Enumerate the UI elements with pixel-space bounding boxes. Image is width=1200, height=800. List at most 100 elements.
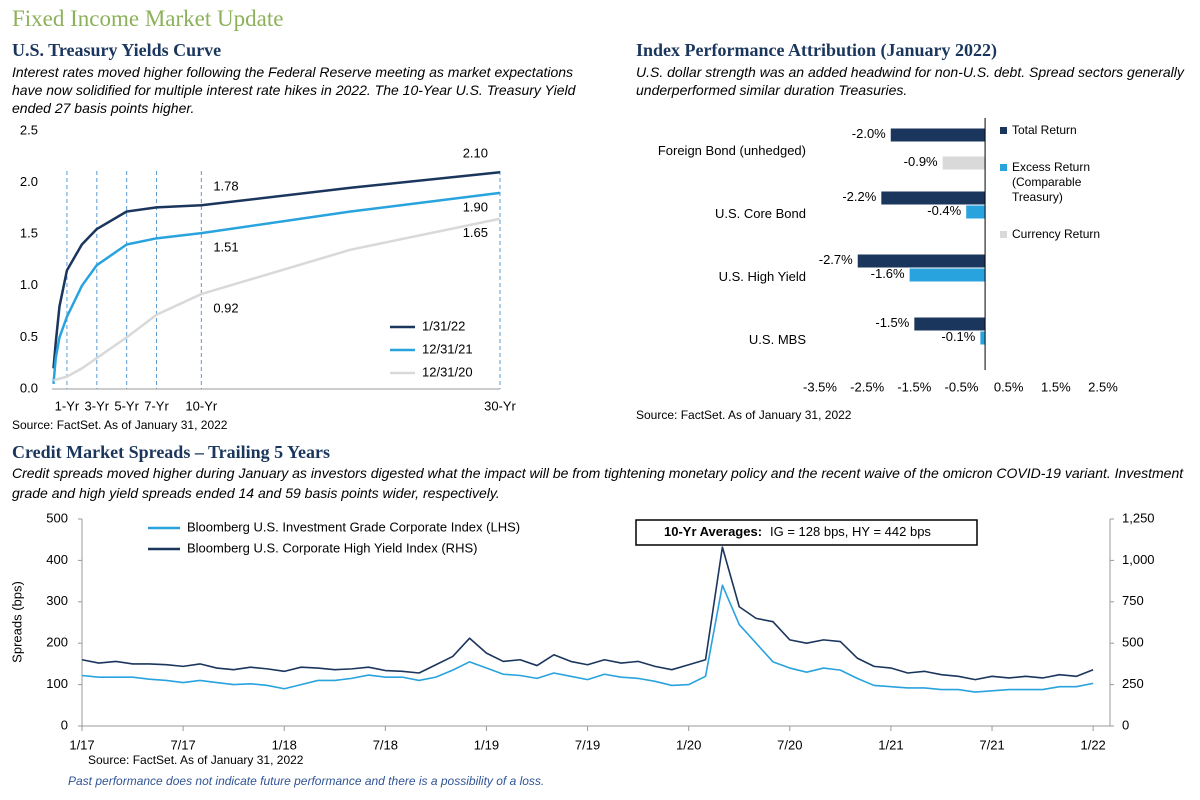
- y-tick-label: 2.0: [20, 174, 38, 189]
- legend-swatch: [1000, 164, 1007, 171]
- chart-subtitle: Credit spreads moved higher during Janua…: [12, 465, 1184, 501]
- y-tick-label: 200: [46, 635, 68, 650]
- chart-source: Source: FactSet. As of January 31, 2022: [88, 753, 304, 767]
- y2-tick-label: 750: [1122, 593, 1144, 608]
- x-tick-label: 7/21: [979, 737, 1004, 752]
- legend-label: 12/31/21: [422, 341, 473, 356]
- data-label: -0.9%: [904, 154, 938, 169]
- x-tick-label: 3-Yr: [85, 398, 110, 413]
- data-label: -2.2%: [842, 189, 876, 204]
- x-tick-label: 1-Yr: [55, 398, 80, 413]
- legend: Total Return Excess Return (Comparable Tr…: [1000, 123, 1122, 264]
- annotation-box: [635, 519, 978, 546]
- y-tick-label: 0.0: [20, 380, 38, 395]
- series-line: [81, 546, 1094, 681]
- bar: [857, 254, 986, 268]
- legend-label: 1/31/22: [422, 318, 465, 333]
- chart-title: Index Performance Attribution (January 2…: [636, 40, 997, 60]
- x-tick-label: 1/22: [1080, 737, 1105, 752]
- data-label: 1.78: [213, 179, 238, 194]
- data-label: -1.5%: [875, 315, 909, 330]
- y2-tick-label: 250: [1122, 676, 1144, 691]
- category-label: U.S. High Yield: [719, 269, 806, 284]
- data-label: 1.65: [463, 225, 488, 240]
- data-label: 2.10: [463, 146, 488, 161]
- data-label: -2.0%: [852, 126, 886, 141]
- series-line: [52, 217, 501, 382]
- x-tick-label: 7/18: [373, 737, 398, 752]
- legend-item: Currency Return: [1000, 227, 1122, 242]
- legend-item: Excess Return (Comparable Treasury): [1000, 160, 1122, 205]
- x-tick-label: -3.5%: [803, 379, 837, 394]
- chart-title: Credit Market Spreads – Trailing 5 Years: [12, 442, 330, 462]
- series-line: [81, 584, 1094, 693]
- legend-item: Total Return: [1000, 123, 1122, 138]
- chart-subtitle: Interest rates moved higher following th…: [12, 64, 576, 116]
- bar: [942, 156, 986, 170]
- legend-label: Bloomberg U.S. Corporate High Yield Inde…: [187, 540, 477, 555]
- y2-tick-label: 500: [1122, 635, 1144, 650]
- x-tick-label: 7/17: [170, 737, 195, 752]
- y-tick-label: 1.5: [20, 226, 38, 241]
- legend-swatch: [1000, 231, 1007, 238]
- data-label: -0.4%: [927, 203, 961, 218]
- legend-label: Excess Return (Comparable Treasury): [1012, 160, 1091, 204]
- footnote: Past performance does not indicate futur…: [68, 774, 545, 788]
- data-label: 1.90: [463, 199, 488, 214]
- y-axis-label: Spreads (bps): [9, 581, 24, 663]
- y-tick-label: 0: [61, 717, 68, 732]
- data-label: -1.6%: [871, 266, 905, 281]
- legend-label: 12/31/20: [422, 364, 473, 379]
- page-title: Fixed Income Market Update: [12, 6, 284, 31]
- y-tick-label: 400: [46, 552, 68, 567]
- bar: [966, 205, 986, 219]
- x-tick-label: 1/17: [69, 737, 94, 752]
- data-label: 1.51: [213, 240, 238, 255]
- x-tick-label: 7/20: [777, 737, 802, 752]
- chart-title: U.S. Treasury Yields Curve: [12, 40, 222, 60]
- legend-label: Currency Return: [1012, 227, 1101, 241]
- annotation-label: 10-Yr Averages:: [664, 524, 762, 539]
- x-tick-label: 1/21: [878, 737, 903, 752]
- x-tick-label: -0.5%: [945, 379, 979, 394]
- chart-subtitle: U.S. dollar strength was an added headwi…: [636, 64, 1184, 98]
- data-label: -2.7%: [819, 252, 853, 267]
- y-tick-label: 0.5: [20, 329, 38, 344]
- x-tick-label: 30-Yr: [484, 398, 516, 413]
- legend-label: Bloomberg U.S. Investment Grade Corporat…: [187, 519, 520, 534]
- x-tick-label: 5-Yr: [114, 398, 139, 413]
- y-tick-label: 100: [46, 676, 68, 691]
- y2-tick-label: 1,000: [1122, 552, 1155, 567]
- data-label: -0.1%: [941, 329, 975, 344]
- y2-tick-label: 0: [1122, 717, 1129, 732]
- bar: [890, 128, 986, 142]
- series-line: [52, 191, 501, 384]
- series-line: [52, 171, 501, 369]
- legend-swatch: [1000, 127, 1007, 134]
- annotation-text: IG = 128 bps, HY = 442 bps: [770, 524, 931, 539]
- x-tick-label: 7/19: [575, 737, 600, 752]
- x-tick-label: 1/18: [272, 737, 297, 752]
- bar: [881, 191, 986, 205]
- category-label: U.S. MBS: [749, 332, 806, 347]
- x-tick-label: 0.5%: [994, 379, 1024, 394]
- y-tick-label: 1.0: [20, 277, 38, 292]
- y-tick-label: 500: [46, 510, 68, 525]
- x-tick-label: -2.5%: [850, 379, 884, 394]
- x-tick-label: 7-Yr: [144, 398, 169, 413]
- data-label: 0.92: [213, 300, 238, 315]
- y-tick-label: 300: [46, 593, 68, 608]
- category-label: U.S. Core Bond: [715, 206, 806, 221]
- y2-tick-label: 1,250: [1122, 510, 1155, 525]
- bar: [914, 317, 986, 331]
- chart-source: Source: FactSet. As of January 31, 2022: [12, 418, 228, 432]
- bar: [980, 331, 986, 345]
- legend-label: Total Return: [1012, 123, 1077, 137]
- x-tick-label: -1.5%: [897, 379, 931, 394]
- y-tick-label: 2.5: [20, 122, 38, 137]
- category-label: Foreign Bond (unhedged): [658, 143, 806, 158]
- x-tick-label: 10-Yr: [185, 398, 217, 413]
- x-tick-label: 1/19: [474, 737, 499, 752]
